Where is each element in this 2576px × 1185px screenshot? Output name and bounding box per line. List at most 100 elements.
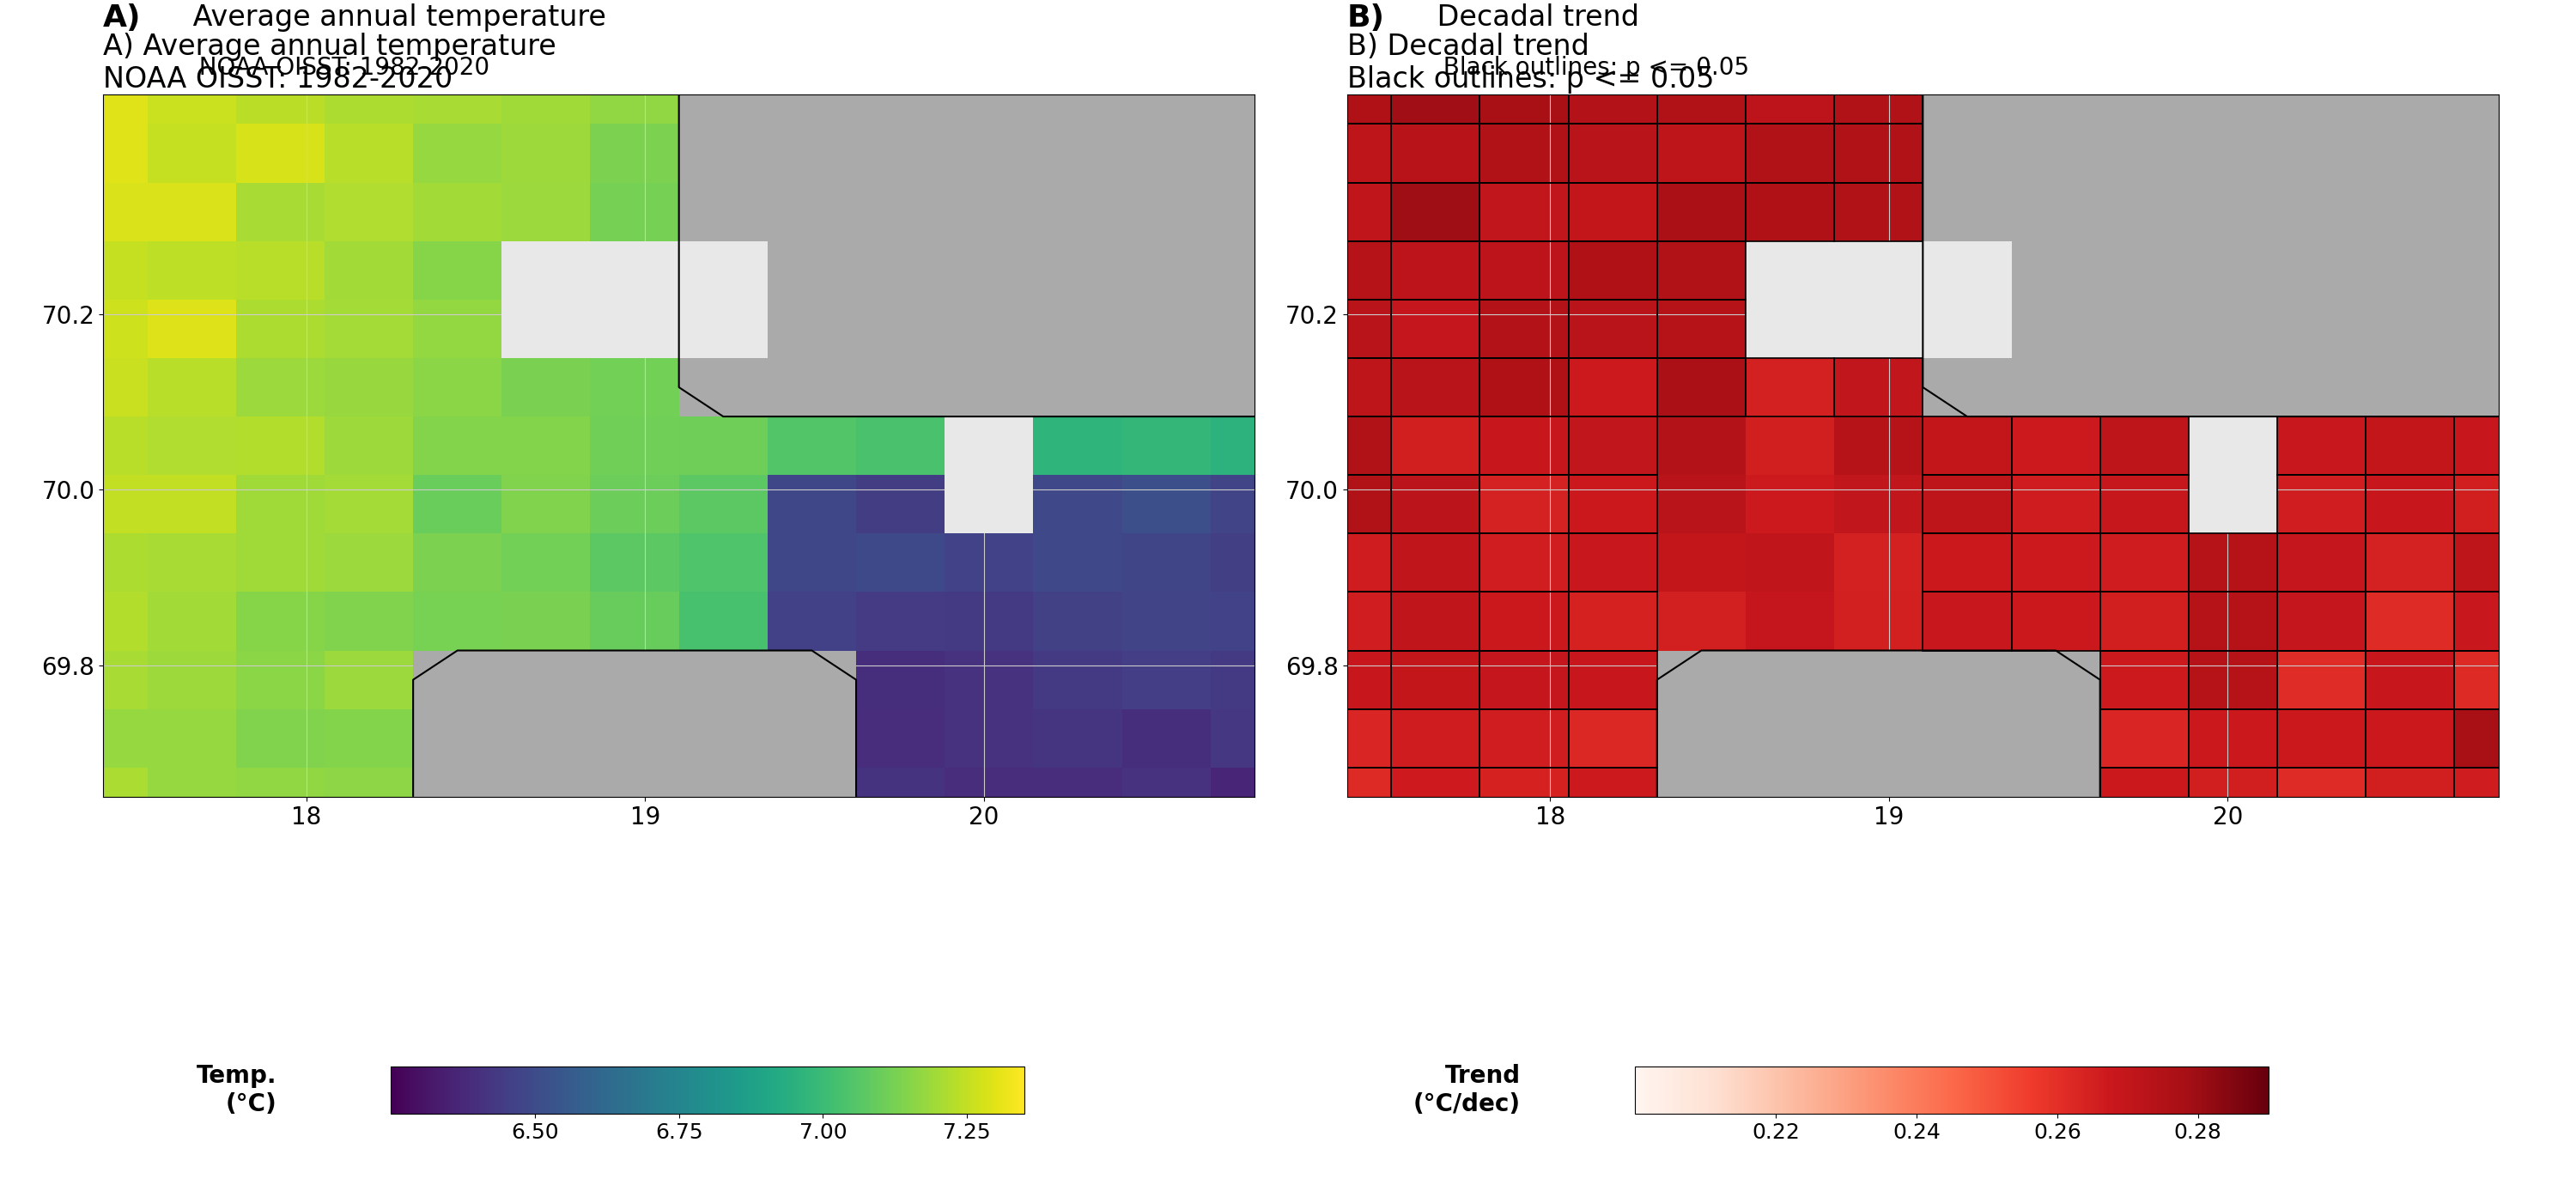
Bar: [2277, 592, 2365, 651]
Bar: [1479, 592, 1569, 651]
Bar: [2277, 533, 2365, 592]
Bar: [2365, 416, 2455, 475]
Bar: [1391, 65, 1479, 124]
Bar: [1656, 182, 1747, 241]
Bar: [1922, 416, 2012, 475]
Bar: [1569, 651, 1656, 709]
Bar: [1834, 358, 1922, 416]
Bar: [1656, 241, 1747, 300]
Bar: [2455, 475, 2543, 533]
Bar: [1569, 592, 1656, 651]
Bar: [1479, 768, 1569, 826]
Bar: [1391, 182, 1479, 241]
Bar: [1834, 124, 1922, 182]
Bar: [1479, 651, 1569, 709]
Bar: [1391, 300, 1479, 358]
Bar: [2455, 709, 2543, 768]
Bar: [2455, 533, 2543, 592]
Text: Black outlines: p <= 0.05: Black outlines: p <= 0.05: [1427, 56, 1749, 81]
Bar: [1391, 592, 1479, 651]
Bar: [2365, 651, 2455, 709]
Bar: [1834, 65, 1922, 124]
Bar: [1569, 709, 1656, 768]
Bar: [2365, 475, 2455, 533]
Bar: [1569, 475, 1656, 533]
Text: A) Average annual temperature
NOAA OISST: 1982-2020: A) Average annual temperature NOAA OISST…: [103, 32, 556, 94]
Bar: [1391, 124, 1479, 182]
Bar: [1479, 358, 1569, 416]
Bar: [1303, 182, 1391, 241]
Bar: [1569, 416, 1656, 475]
Bar: [1479, 709, 1569, 768]
Bar: [1479, 65, 1569, 124]
Bar: [1569, 182, 1656, 241]
Bar: [1479, 124, 1569, 182]
Bar: [1391, 768, 1479, 826]
Bar: [1391, 533, 1479, 592]
Bar: [2099, 592, 2190, 651]
Bar: [2277, 475, 2365, 533]
Bar: [2455, 416, 2543, 475]
Bar: [2099, 475, 2190, 533]
Bar: [2455, 768, 2543, 826]
Text: Temp.
(°C): Temp. (°C): [196, 1064, 278, 1116]
Bar: [1303, 65, 1391, 124]
Bar: [1303, 300, 1391, 358]
Bar: [2190, 651, 2277, 709]
Bar: [1747, 182, 1834, 241]
Bar: [2365, 533, 2455, 592]
Bar: [1303, 241, 1391, 300]
Bar: [1922, 592, 2012, 651]
Bar: [1303, 768, 1391, 826]
Bar: [2455, 651, 2543, 709]
Bar: [1303, 124, 1391, 182]
Bar: [2099, 709, 2190, 768]
Bar: [1303, 475, 1391, 533]
Bar: [1569, 533, 1656, 592]
Bar: [1747, 65, 1834, 124]
Bar: [1479, 300, 1569, 358]
Bar: [1569, 358, 1656, 416]
Bar: [1303, 651, 1391, 709]
Bar: [1479, 182, 1569, 241]
Bar: [1656, 300, 1747, 358]
Bar: [1391, 358, 1479, 416]
Bar: [1656, 124, 1747, 182]
Bar: [2190, 768, 2277, 826]
Bar: [2190, 709, 2277, 768]
Bar: [1479, 416, 1569, 475]
Bar: [2455, 592, 2543, 651]
Bar: [2190, 533, 2277, 592]
Bar: [1569, 124, 1656, 182]
Bar: [2012, 416, 2099, 475]
Bar: [2099, 768, 2190, 826]
Bar: [1922, 475, 2012, 533]
Text: Trend
(°C/dec): Trend (°C/dec): [1414, 1064, 1520, 1116]
Bar: [2099, 416, 2190, 475]
Bar: [1569, 65, 1656, 124]
Text: Decadal trend: Decadal trend: [1427, 4, 1638, 32]
Bar: [2012, 592, 2099, 651]
Bar: [1303, 709, 1391, 768]
Bar: [2099, 651, 2190, 709]
Bar: [1479, 475, 1569, 533]
Bar: [1391, 416, 1479, 475]
Bar: [2277, 768, 2365, 826]
Text: B): B): [1347, 4, 1386, 33]
Bar: [1391, 475, 1479, 533]
Bar: [1922, 533, 2012, 592]
Text: A): A): [103, 4, 142, 33]
Bar: [1747, 124, 1834, 182]
Bar: [1834, 182, 1922, 241]
Text: B) Decadal trend
Black outlines: p <= 0.05: B) Decadal trend Black outlines: p <= 0.…: [1347, 32, 1713, 94]
Text: Average annual temperature: Average annual temperature: [183, 4, 605, 32]
Bar: [1656, 65, 1747, 124]
Bar: [1303, 416, 1391, 475]
Bar: [2012, 475, 2099, 533]
Bar: [1303, 592, 1391, 651]
Bar: [2012, 533, 2099, 592]
Bar: [1656, 358, 1747, 416]
Bar: [1391, 651, 1479, 709]
Bar: [1303, 533, 1391, 592]
Bar: [1391, 709, 1479, 768]
